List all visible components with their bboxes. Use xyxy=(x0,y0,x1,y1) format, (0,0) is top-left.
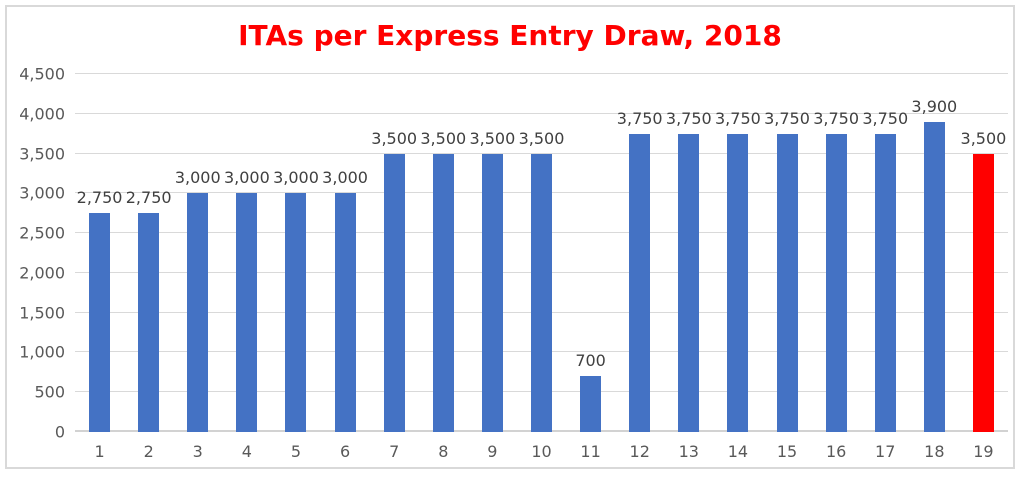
x-tick-label: 4 xyxy=(241,442,252,461)
x-tick-label: 19 xyxy=(973,442,994,461)
gridline xyxy=(75,112,1008,114)
x-tick-label: 16 xyxy=(825,442,847,461)
bar xyxy=(285,193,307,432)
bar-value-label: 3,750 xyxy=(813,108,860,128)
bar xyxy=(236,193,258,432)
x-tick-label: 18 xyxy=(924,442,945,461)
x-tick-label: 8 xyxy=(438,442,449,461)
bar xyxy=(432,153,454,432)
bar-value-label: 3,500 xyxy=(518,128,565,148)
bar-value-label: 3,000 xyxy=(174,168,221,188)
y-tick-label: 2,500 xyxy=(19,223,65,243)
bar xyxy=(383,153,405,432)
bar-value-label: 3,500 xyxy=(420,128,467,148)
bar xyxy=(138,213,160,432)
bar xyxy=(923,121,945,432)
x-tick-label: 10 xyxy=(531,442,552,461)
bar xyxy=(89,213,111,432)
chart-frame: ITAs per Express Entry Draw, 2018 0 500 1,… xyxy=(5,5,1015,469)
y-tick-label: 0 xyxy=(54,422,65,442)
bar xyxy=(481,153,503,432)
x-tick-label: 3 xyxy=(192,442,203,461)
gridline xyxy=(75,73,1008,74)
x-tick-label: 5 xyxy=(290,442,302,461)
bar-value-label: 2,750 xyxy=(76,188,123,208)
x-tick-label: 13 xyxy=(678,442,699,461)
bar-value-label: 3,000 xyxy=(322,168,368,188)
bar-value-label: 3,900 xyxy=(911,96,958,116)
bar xyxy=(334,193,356,432)
x-tick-label: 12 xyxy=(629,442,650,461)
x-tick-label: 14 xyxy=(727,442,749,461)
bar-value-label: 3,750 xyxy=(862,108,909,128)
bar-value-label: 3,750 xyxy=(764,108,810,128)
bar-value-label: 3,750 xyxy=(616,108,663,128)
x-tick-label: 9 xyxy=(487,442,498,461)
bar-value-label: 3,750 xyxy=(715,108,761,128)
chart-title: ITAs per Express Entry Draw, 2018 xyxy=(238,19,782,52)
x-tick-label: 11 xyxy=(580,442,601,461)
bar xyxy=(776,133,798,432)
bar xyxy=(874,133,896,432)
plot-area: 0 500 1,000 1,500 2,000 2,500 3,000 3,500 4,000 4… xyxy=(19,65,1008,461)
x-tick-label: 6 xyxy=(339,442,351,461)
bar xyxy=(531,153,552,432)
bar xyxy=(825,133,847,432)
bar xyxy=(629,133,651,432)
bar-value-label: 2,750 xyxy=(125,188,172,208)
bar xyxy=(727,133,749,432)
bar-highlighted xyxy=(972,153,994,432)
bar-value-label: 3,500 xyxy=(469,128,516,148)
bar-value-label: 3,000 xyxy=(273,168,319,188)
y-tick-label: 2,000 xyxy=(19,263,65,283)
bar-value-label: 3,750 xyxy=(665,108,712,128)
x-tick-label: 7 xyxy=(389,442,400,461)
x-tick-label: 15 xyxy=(776,442,798,461)
y-tick-label: 3,500 xyxy=(19,144,65,164)
x-tick-label: 1 xyxy=(94,442,105,461)
bar-value-label: 3,500 xyxy=(371,128,418,148)
bar xyxy=(580,376,602,432)
y-tick-label: 3,000 xyxy=(19,183,65,203)
bar xyxy=(187,193,209,432)
bar-value-label: 3,500 xyxy=(960,128,1007,148)
y-tick-label: 4,500 xyxy=(19,64,65,84)
bar xyxy=(678,133,700,432)
y-tick-label: 1,000 xyxy=(19,342,65,362)
bar-value-label: 700 xyxy=(575,351,606,371)
y-tick-label: 1,500 xyxy=(19,303,65,323)
bar-value-label: 3,000 xyxy=(223,168,270,188)
x-tick-label: 2 xyxy=(143,442,154,461)
y-tick-label: 500 xyxy=(34,382,65,402)
x-tick-label: 17 xyxy=(875,442,896,461)
gridline xyxy=(75,152,1008,154)
y-tick-label: 4,000 xyxy=(19,104,65,124)
